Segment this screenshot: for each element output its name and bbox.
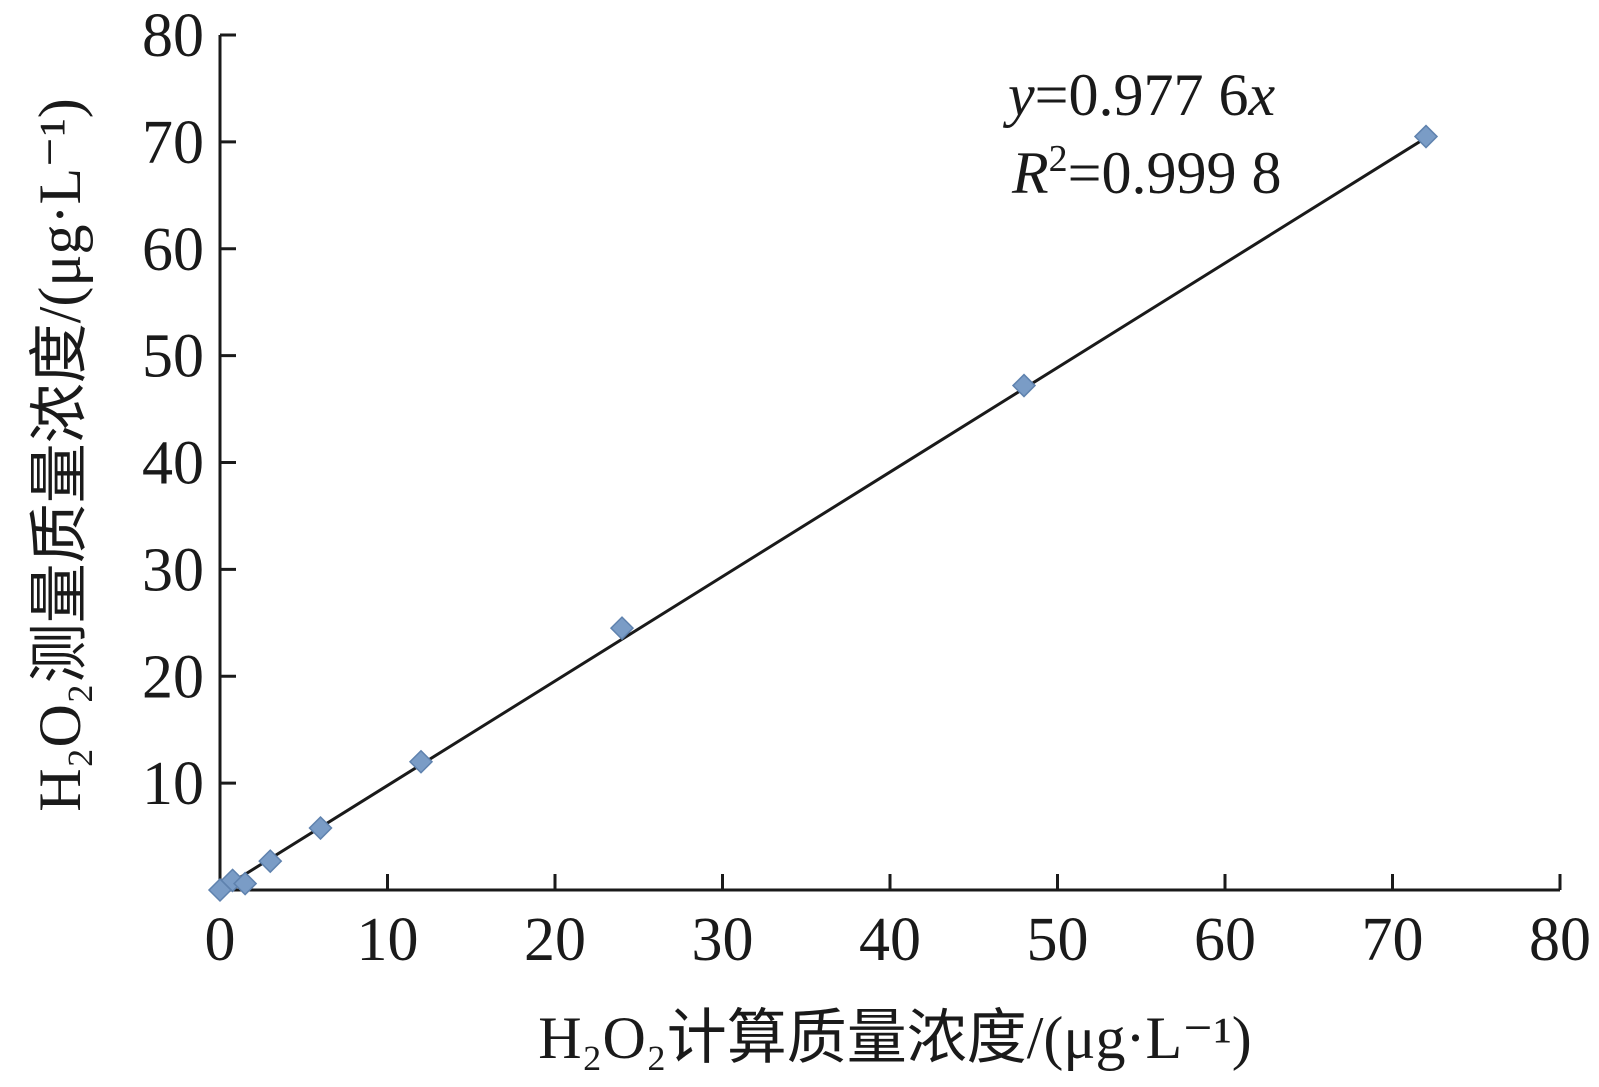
y-tick-label: 60	[142, 216, 204, 284]
y-axis-title: H₂O₂测量质量浓度/(μg·L⁻¹)	[27, 98, 93, 812]
equation-value: =0.977 6	[1035, 62, 1249, 128]
x-tick-label: 0	[205, 906, 236, 974]
y-tick-label: 40	[142, 430, 204, 498]
equation-y-var: y	[1002, 62, 1035, 128]
equation-label: y=0.977 6x	[1002, 62, 1275, 128]
r-squared-superscript: 2	[1049, 138, 1068, 180]
x-tick-label: 50	[1027, 906, 1089, 974]
axes: 0 10 20 30 40 50 60 70 80 10 20 30 40 50 60 70 80	[142, 2, 1591, 974]
data-point	[609, 616, 635, 641]
x-tick-label: 10	[357, 906, 419, 974]
y-tick-label: 50	[142, 323, 204, 391]
r-squared-label: R2=0.999 8	[1011, 138, 1282, 206]
y-tick-label: 30	[142, 536, 204, 604]
data-point	[1413, 124, 1439, 149]
r-squared-var: R	[1011, 140, 1049, 206]
x-tick-label: 20	[524, 906, 586, 974]
data-points	[207, 124, 1439, 903]
y-tick-label: 20	[142, 643, 204, 711]
data-point	[308, 815, 333, 841]
equation-x-var: x	[1247, 62, 1275, 128]
data-point	[1011, 373, 1037, 398]
x-tick-label: 70	[1362, 906, 1424, 974]
trendline-layer	[219, 136, 1427, 892]
x-tick-label: 40	[859, 906, 921, 974]
y-tick-label: 80	[142, 2, 204, 70]
y-tick-label: 70	[142, 109, 204, 177]
x-tick-label: 60	[1194, 906, 1256, 974]
data-point	[233, 871, 258, 896]
x-tick-label: 80	[1529, 906, 1591, 974]
trendline	[219, 136, 1427, 892]
x-axis-title: H₂O₂计算质量浓度/(μg·L⁻¹)	[538, 1005, 1252, 1071]
data-point	[408, 749, 434, 774]
y-tick-label: 10	[142, 750, 204, 818]
data-point	[258, 849, 283, 874]
x-tick-label: 30	[692, 906, 754, 974]
r-squared-value: =0.999 8	[1068, 140, 1282, 206]
